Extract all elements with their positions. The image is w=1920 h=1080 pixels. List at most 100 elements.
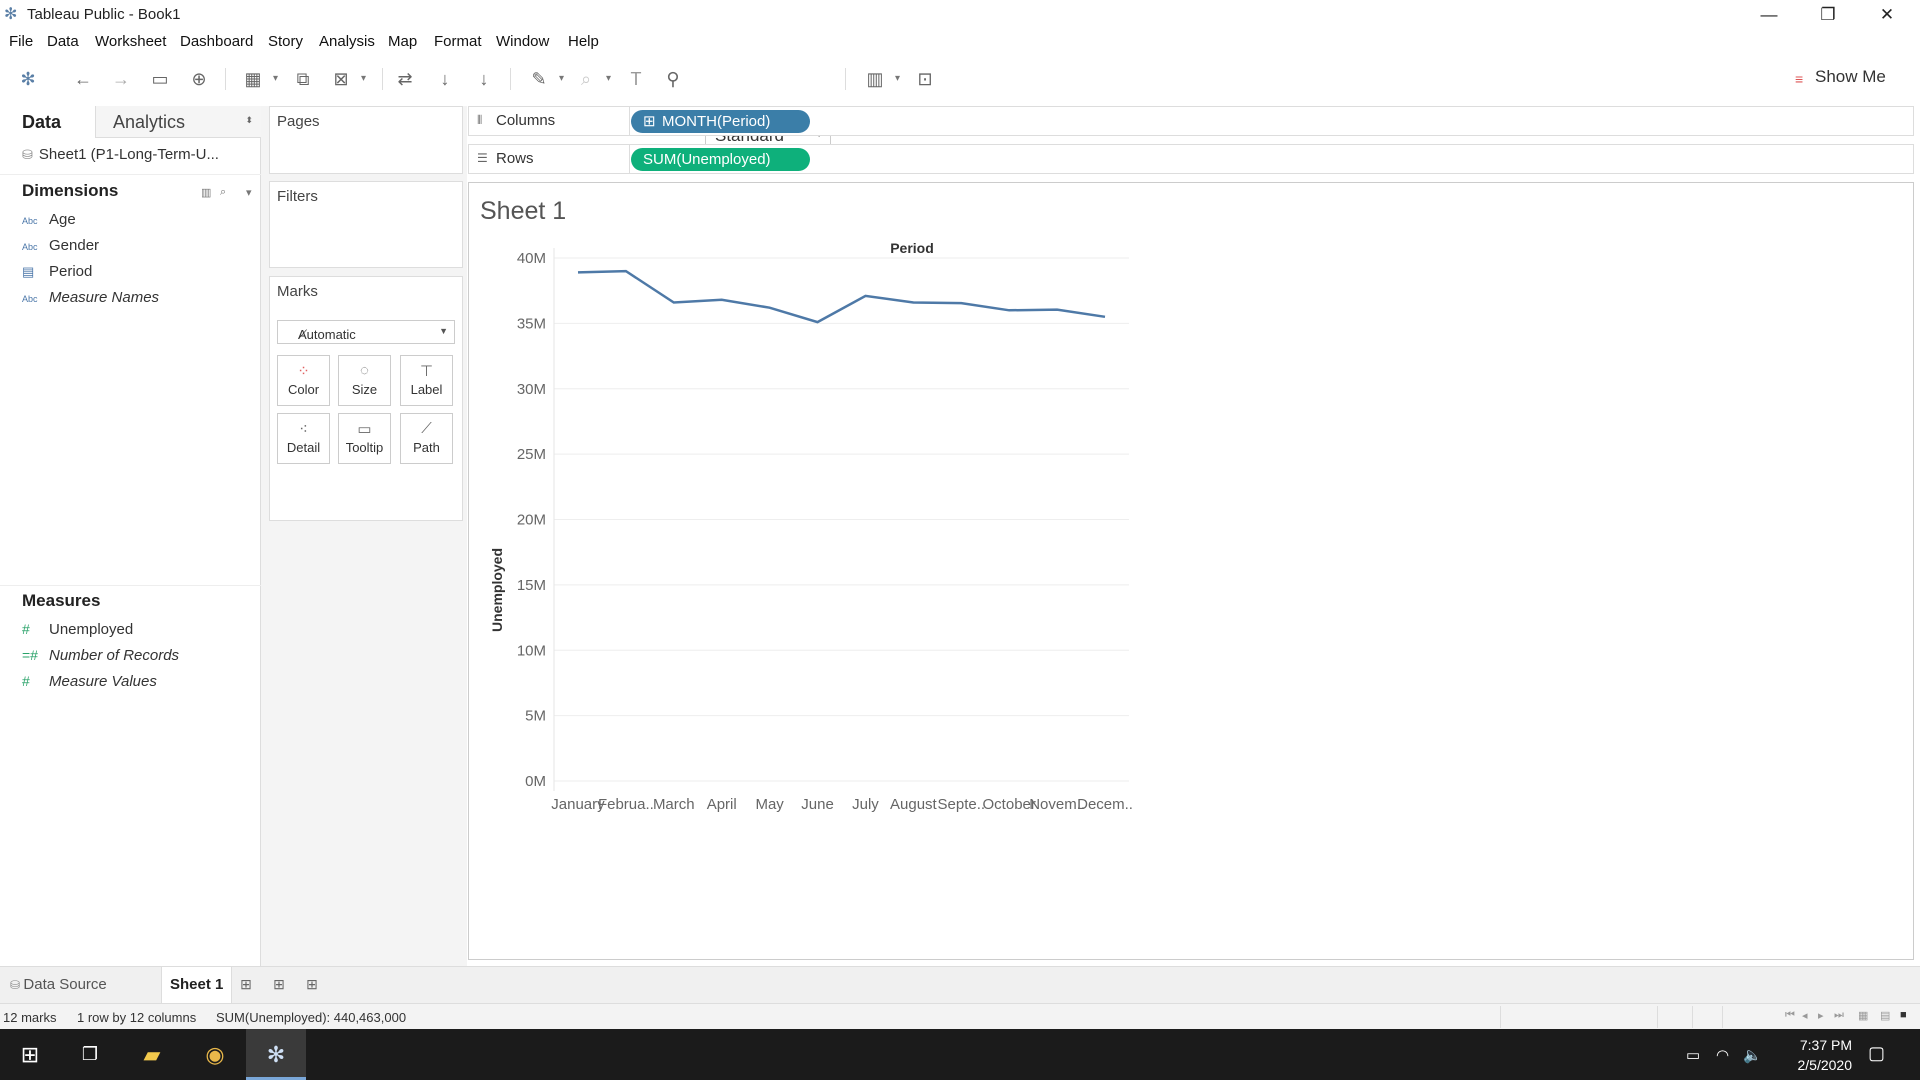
tab-analytics[interactable]: Analytics ⬍ (95, 106, 261, 138)
presentation-mode-icon[interactable]: ⊡ (917, 69, 933, 89)
clear-sheet-icon[interactable]: ⊠ (328, 66, 366, 92)
new-worksheet-icon[interactable]: ⊞ (240, 976, 252, 992)
close-icon[interactable]: ✕ (1879, 5, 1895, 24)
windows-start-icon[interactable]: ⊞ (20, 1042, 40, 1067)
notifications-icon[interactable]: ▢ (1868, 1043, 1886, 1063)
sum-unemployed-pill[interactable]: SUM(Unemployed) (631, 148, 810, 171)
new-worksheet-icon[interactable]: ▦ (240, 66, 278, 92)
size-icon: ◌ (360, 362, 369, 379)
data-point[interactable] (668, 296, 680, 308)
menu-window[interactable]: Window (496, 33, 550, 50)
battery-icon[interactable]: ▭ (1686, 1047, 1701, 1064)
group-members-icon[interactable]: ⌕ (573, 66, 611, 92)
rows-shelf[interactable]: ☰ Rows SUM(Unemployed) (468, 144, 1914, 174)
field-measure-values[interactable]: # Measure Values (22, 673, 157, 690)
show-mark-labels-icon[interactable]: T (630, 69, 642, 89)
sort-ascending-icon[interactable]: ↓ (440, 69, 450, 89)
search-icon[interactable]: ⌕ (220, 186, 227, 198)
tableau-logo-icon[interactable]: ✻ (20, 69, 36, 89)
system-clock[interactable]: 7:37 PM 2/5/2020 (1772, 1035, 1853, 1075)
field-age[interactable]: Abc Age (22, 211, 76, 228)
menu-dashboard[interactable]: Dashboard (180, 33, 254, 50)
menu-worksheet[interactable]: Worksheet (95, 33, 167, 50)
menu-format[interactable]: Format (434, 33, 482, 50)
series-line[interactable] (577, 269, 1106, 324)
save-icon[interactable]: ▭ (151, 69, 169, 89)
data-point[interactable] (812, 316, 824, 328)
menu-map[interactable]: Map (388, 33, 418, 50)
worksheet-view[interactable]: Sheet 1 Period Unemployed 0M 5M 10M 15M 20M 2… (468, 182, 1914, 960)
next-page-icon[interactable]: ▸ (1818, 1010, 1824, 1022)
expand-plus-icon[interactable]: ⊞ (643, 113, 656, 130)
detail-button[interactable]: ⁖ Detail (277, 413, 330, 464)
show-me-button[interactable]: ≡ Show Me (1795, 67, 1886, 87)
mark-type-dropdown[interactable]: ⟋ Automatic ▼ (277, 320, 455, 344)
y-tick-label: 35M (517, 315, 546, 332)
pages-card[interactable]: Pages (269, 106, 463, 174)
chevron-down-icon[interactable]: ▾ (246, 187, 252, 199)
field-period[interactable]: ▤ Period (22, 263, 92, 280)
size-label: Size (351, 382, 378, 397)
filmstrip-view-icon[interactable]: ■ (1900, 1009, 1907, 1021)
data-point[interactable] (1003, 304, 1015, 316)
last-page-icon[interactable]: ⏭ (1834, 1009, 1844, 1021)
columns-shelf[interactable]: ⦀ Columns ⊞ MONTH(Period) (468, 106, 1914, 136)
data-point[interactable] (1051, 304, 1063, 316)
mark-type-value: Automatic (298, 327, 356, 342)
duplicate-sheet-icon[interactable]: ⧉ (296, 69, 310, 89)
swap-rows-columns-icon[interactable]: ⇄ (397, 69, 413, 89)
line-chart[interactable]: Period Unemployed 0M 5M 10M 15M 20M 25M 30M 35M… (469, 183, 1913, 959)
fix-axes-icon[interactable]: ⚲ (666, 69, 680, 89)
file-explorer-icon[interactable]: ▰ (143, 1042, 161, 1067)
label-button[interactable]: ⊤ Label (400, 355, 453, 406)
tab-sheet-1[interactable]: Sheet 1 (161, 967, 233, 1003)
tooltip-button[interactable]: ▭ Tooltip (338, 413, 391, 464)
show-cards-icon[interactable]: ▥ (862, 66, 900, 92)
sort-descending-icon[interactable]: ↓ (479, 69, 489, 89)
grid-view-icon[interactable]: ▦ (1858, 1010, 1869, 1022)
minimize-icon[interactable]: — (1760, 5, 1778, 24)
data-point[interactable] (859, 290, 871, 302)
tableau-taskbar-icon[interactable]: ✻ (246, 1029, 306, 1080)
new-datasource-icon[interactable]: ⊕ (191, 69, 207, 89)
field-measure-names[interactable]: Abc Measure Names (22, 289, 159, 306)
previous-page-icon[interactable]: ◂ (1802, 1010, 1808, 1022)
undo-icon[interactable]: ← (74, 69, 92, 89)
volume-icon[interactable]: 🔈 (1743, 1047, 1762, 1064)
task-view-icon[interactable]: ❐ (81, 1044, 99, 1064)
list-view-icon[interactable]: ▤ (1880, 1010, 1891, 1022)
data-point[interactable] (572, 266, 584, 278)
month-period-pill[interactable]: ⊞ MONTH(Period) (631, 110, 810, 133)
menu-help[interactable]: Help (568, 33, 599, 50)
tab-data-source[interactable]: ⛁ Data Source (10, 967, 107, 1003)
menu-story[interactable]: Story (268, 33, 304, 50)
chrome-icon[interactable]: ◉ (205, 1042, 225, 1067)
tab-data[interactable]: Data (0, 106, 95, 138)
datasource-item[interactable]: ⛁ Sheet1 (P1-Long-Term-U... (22, 146, 219, 163)
data-point[interactable] (955, 297, 967, 309)
data-point[interactable] (716, 294, 728, 306)
redo-icon[interactable]: → (112, 69, 130, 89)
filters-card[interactable]: Filters (269, 181, 463, 268)
view-toggle-icon[interactable]: ▥ (201, 187, 212, 199)
first-page-icon[interactable]: ⏮ (1785, 1009, 1795, 1021)
data-point[interactable] (1099, 311, 1111, 323)
x-tick-label: May (755, 796, 784, 813)
color-button[interactable]: ⁘ Color (277, 355, 330, 406)
field-gender[interactable]: Abc Gender (22, 237, 99, 254)
path-button[interactable]: ⟋ Path (400, 413, 453, 464)
restore-icon[interactable]: ❐ (1820, 5, 1836, 24)
field-number-of-records[interactable]: =# Number of Records (22, 647, 179, 664)
data-point[interactable] (620, 265, 632, 277)
data-point[interactable] (764, 302, 776, 314)
field-unemployed[interactable]: # Unemployed (22, 621, 133, 638)
menu-file[interactable]: File (9, 33, 34, 50)
new-story-icon[interactable]: ⊞ (306, 976, 318, 992)
size-button[interactable]: ◌ Size (338, 355, 391, 406)
menu-analysis[interactable]: Analysis (319, 33, 375, 50)
data-point[interactable] (907, 296, 919, 308)
wifi-icon[interactable]: ◠ (1716, 1047, 1730, 1064)
new-dashboard-icon[interactable]: ⊞ (273, 976, 285, 992)
menu-data[interactable]: Data (47, 33, 79, 50)
highlight-icon[interactable]: ✎ (526, 66, 564, 92)
